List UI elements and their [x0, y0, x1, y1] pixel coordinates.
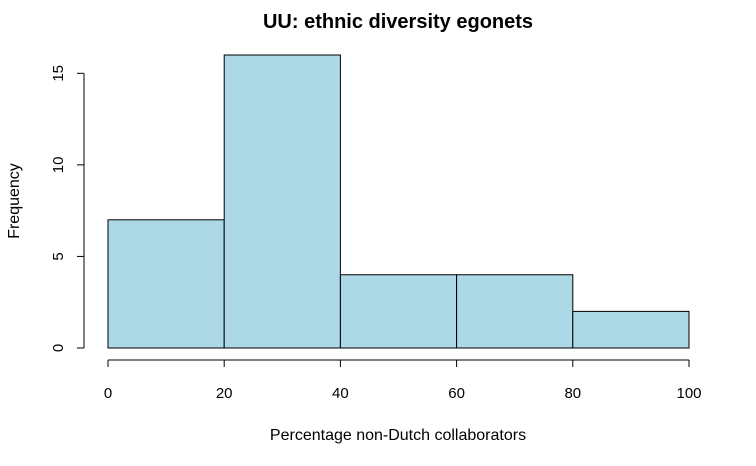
- y-axis-label: Frequency: [6, 163, 23, 239]
- x-tick-label: 0: [104, 385, 112, 402]
- y-tick-label: 5: [50, 252, 67, 260]
- x-axis: 0 20 40 60 80 100: [104, 359, 702, 402]
- histogram-bar-0: [107, 219, 225, 349]
- chart-title: UU: ethnic diversity egonets: [263, 11, 533, 33]
- y-tick-label: 0: [50, 344, 67, 352]
- histogram-bar-1: [223, 54, 341, 349]
- x-tick-label: 80: [564, 385, 581, 402]
- histogram-bar-4: [572, 310, 690, 349]
- histogram-bar-2: [339, 274, 458, 349]
- y-axis: 0 5 10 15: [50, 65, 85, 352]
- x-tick-label: 100: [676, 385, 701, 402]
- x-tick-label: 20: [216, 385, 233, 402]
- histogram-bar-3: [456, 274, 574, 349]
- bars-group: [107, 54, 690, 349]
- y-tick-label: 10: [50, 157, 67, 174]
- x-tick-label: 60: [448, 385, 465, 402]
- y-tick-label: 15: [50, 65, 67, 82]
- x-axis-label: Percentage non-Dutch collaborators: [270, 427, 526, 444]
- x-tick-label: 40: [332, 385, 349, 402]
